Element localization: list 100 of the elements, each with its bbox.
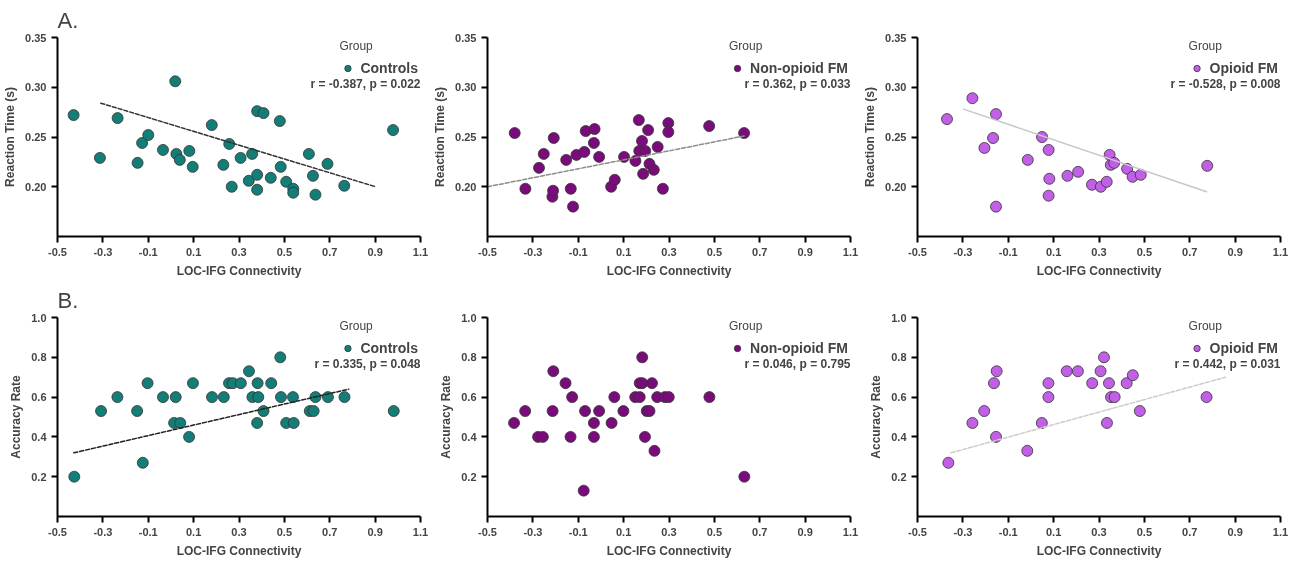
chart-title: B. — [57, 287, 79, 313]
x-tick-label: -0.5 — [478, 245, 497, 258]
y-tick-label: 0.6 — [31, 391, 47, 404]
x-tick-label: 1.1 — [1272, 245, 1289, 258]
x-tick-label: 0.5 — [1136, 245, 1153, 258]
y-tick-label: 0.8 — [31, 351, 47, 364]
x-tick-label: -0.1 — [568, 245, 588, 258]
x-tick-label: 0.1 — [185, 245, 202, 258]
x-tick-label: 0.3 — [661, 525, 677, 538]
x-tick-label: 0.3 — [1091, 525, 1107, 538]
legend-title: Group — [339, 319, 374, 333]
y-tick-label: 0.20 — [25, 180, 47, 193]
x-tick-label: -0.1 — [998, 525, 1018, 538]
annotation: r = 0.335, p = 0.048 — [314, 357, 421, 372]
y-axis-title: Reaction Time (s) — [863, 87, 878, 187]
y-tick-label: 0.8 — [891, 351, 907, 364]
y-tick-label: 0.8 — [461, 351, 477, 364]
annotation: r = -0.528, p = 0.008 — [1170, 77, 1281, 92]
y-axis-title: Accuracy Rate — [9, 374, 24, 459]
x-tick-label: 0.7 — [752, 245, 768, 258]
y-tick-label: 0.30 — [885, 81, 907, 94]
legend-label: Non-opioid FM — [750, 340, 848, 356]
x-tick-label: -0.3 — [953, 525, 973, 538]
annotation: r = 0.046, p = 0.795 — [744, 357, 851, 372]
x-tick-label: 0.1 — [185, 525, 202, 538]
y-tick-label: 0.6 — [891, 391, 907, 404]
legend-label: Opioid FM — [1209, 340, 1278, 356]
y-tick-label: 0.35 — [455, 31, 477, 44]
x-tick-label: 0.7 — [752, 525, 768, 538]
x-tick-label: 1.1 — [842, 525, 859, 538]
x-tick-label: 0.3 — [1091, 245, 1107, 258]
x-tick-label: 0.5 — [706, 525, 723, 538]
y-tick-label: 1.0 — [461, 311, 477, 324]
x-tick-label: -0.3 — [93, 245, 113, 258]
y-axis-title: Reaction Time (s) — [3, 87, 18, 187]
x-tick-label: 0.9 — [367, 525, 383, 538]
x-tick-label: 1.1 — [412, 245, 429, 258]
x-axis-title: LOC-IFG Connectivity — [176, 263, 302, 278]
x-tick-label: 0.3 — [231, 525, 247, 538]
annotation: r = -0.387, p = 0.022 — [310, 77, 421, 92]
x-tick-label: -0.1 — [138, 525, 158, 538]
x-tick-label: 1.1 — [412, 525, 429, 538]
y-tick-label: 0.20 — [455, 180, 477, 193]
x-tick-label: -0.3 — [93, 525, 113, 538]
y-tick-label: 0.4 — [31, 430, 48, 443]
legend-title: Group — [1188, 319, 1223, 333]
x-tick-label: -0.3 — [953, 245, 973, 258]
y-tick-label: 0.2 — [461, 470, 477, 483]
y-tick-label: 0.35 — [25, 31, 47, 44]
x-axis-title: LOC-IFG Connectivity — [1036, 543, 1162, 558]
x-tick-label: 1.1 — [1272, 525, 1289, 538]
x-tick-label: 0.1 — [1045, 525, 1062, 538]
legend-label: Controls — [360, 340, 418, 356]
x-tick-label: 0.9 — [797, 245, 813, 258]
y-tick-label: 0.4 — [891, 430, 908, 443]
x-tick-label: 0.9 — [1227, 525, 1243, 538]
x-tick-label: 0.1 — [1045, 245, 1062, 258]
x-tick-label: 0.9 — [797, 525, 813, 538]
x-axis-title: LOC-IFG Connectivity — [606, 543, 732, 558]
x-tick-label: 0.5 — [276, 525, 293, 538]
x-tick-label: 0.1 — [615, 245, 632, 258]
x-tick-label: 0.9 — [367, 245, 383, 258]
x-tick-label: 0.5 — [1136, 525, 1153, 538]
x-tick-label: 0.7 — [322, 525, 338, 538]
x-tick-label: -0.3 — [523, 245, 543, 258]
x-tick-label: -0.5 — [908, 245, 927, 258]
y-tick-label: 1.0 — [31, 311, 47, 324]
annotation: r = 0.362, p = 0.033 — [744, 77, 851, 92]
y-tick-label: 0.2 — [891, 470, 907, 483]
y-axis-title: Accuracy Rate — [869, 374, 884, 459]
chart-title: A. — [57, 7, 79, 33]
x-axis-title: LOC-IFG Connectivity — [176, 543, 302, 558]
legend-title: Group — [729, 319, 764, 333]
annotation: r = 0.442, p = 0.031 — [1174, 357, 1281, 372]
x-tick-label: 1.1 — [842, 245, 859, 258]
x-tick-label: -0.5 — [48, 245, 67, 258]
x-tick-label: 0.7 — [1182, 525, 1198, 538]
x-tick-label: -0.1 — [568, 525, 588, 538]
x-tick-label: -0.3 — [523, 525, 543, 538]
y-tick-label: 0.20 — [885, 180, 907, 193]
y-axis-title: Accuracy Rate — [439, 374, 454, 459]
x-tick-label: 0.5 — [706, 245, 723, 258]
y-tick-label: 0.35 — [885, 31, 907, 44]
legend-title: Group — [729, 39, 764, 53]
x-tick-label: 0.3 — [231, 245, 247, 258]
legend-label: Non-opioid FM — [750, 60, 848, 76]
y-tick-label: 0.25 — [25, 131, 47, 143]
y-tick-label: 0.2 — [31, 470, 47, 483]
y-tick-label: 0.30 — [455, 81, 477, 94]
x-axis-title: LOC-IFG Connectivity — [1036, 263, 1162, 278]
x-tick-label: 0.7 — [322, 245, 338, 258]
legend-title: Group — [339, 39, 374, 53]
legend-label: Controls — [360, 60, 418, 76]
x-tick-label: 0.3 — [661, 245, 677, 258]
x-tick-label: 0.1 — [615, 525, 632, 538]
y-tick-label: 0.25 — [455, 131, 477, 143]
x-tick-label: -0.5 — [478, 525, 497, 538]
legend-title: Group — [1188, 39, 1223, 53]
x-tick-label: -0.1 — [998, 245, 1018, 258]
x-tick-label: -0.1 — [138, 245, 158, 258]
